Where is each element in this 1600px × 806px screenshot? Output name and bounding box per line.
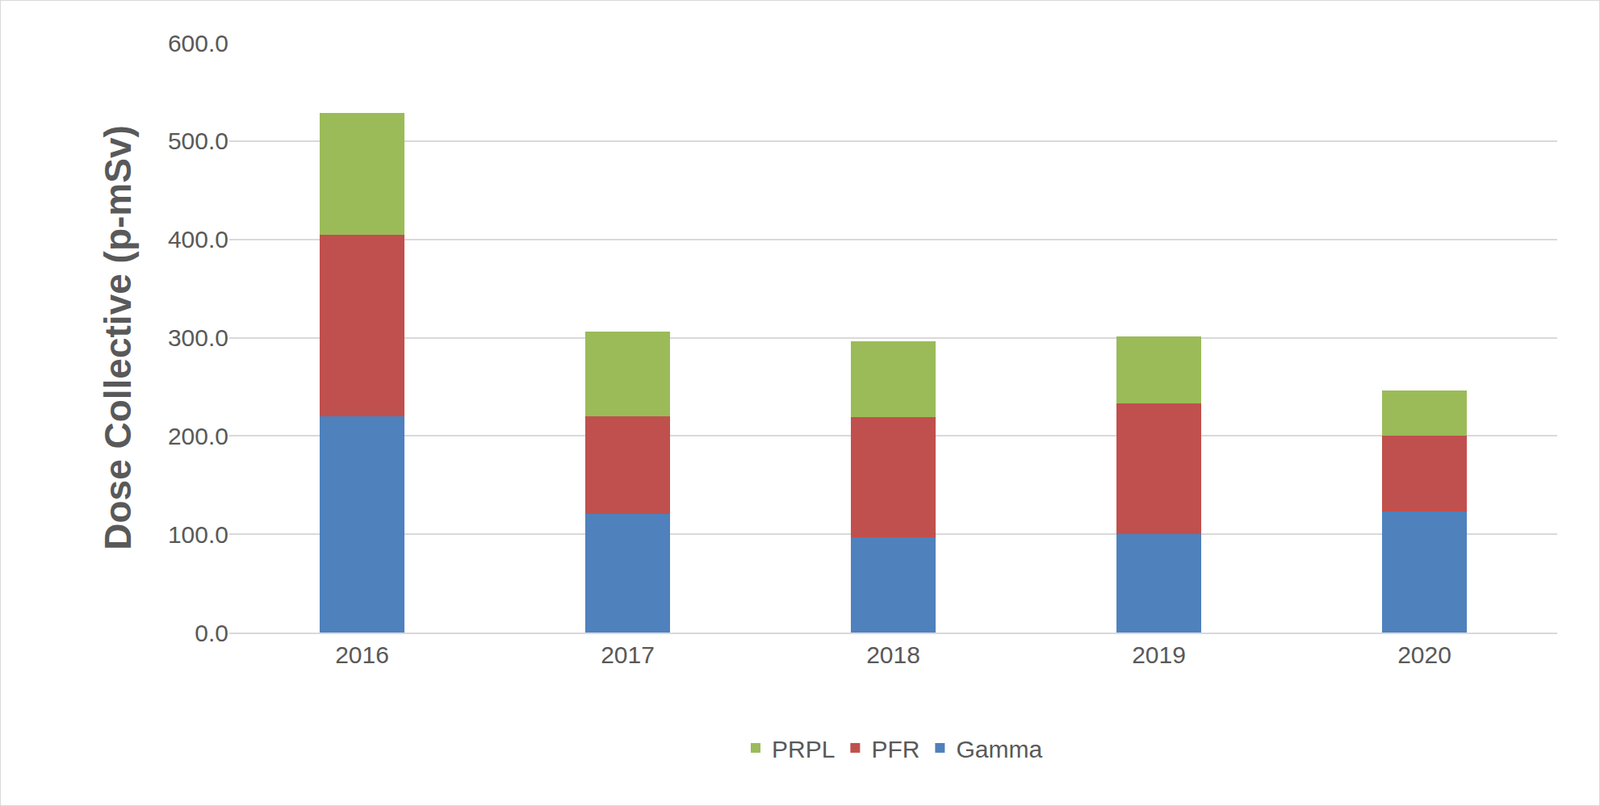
svg-text:2018: 2018 <box>866 641 921 669</box>
svg-text:PRPL: PRPL <box>771 736 835 763</box>
svg-text:Gamma: Gamma <box>955 736 1043 763</box>
svg-text:PFR: PFR <box>871 736 920 763</box>
svg-text:600.0: 600.0 <box>167 29 229 57</box>
svg-text:2019: 2019 <box>1131 641 1186 669</box>
svg-text:300.0: 300.0 <box>167 324 229 352</box>
svg-text:400.0: 400.0 <box>167 226 229 253</box>
svg-text:2017: 2017 <box>600 641 655 669</box>
svg-text:2020: 2020 <box>1397 641 1452 669</box>
svg-text:100.0: 100.0 <box>167 521 229 549</box>
svg-text:0.0: 0.0 <box>194 619 229 647</box>
svg-text:2016: 2016 <box>335 641 390 669</box>
svg-text:Dose Collective (p-mSv): Dose Collective (p-mSv) <box>96 125 139 551</box>
svg-text:500.0: 500.0 <box>167 127 229 155</box>
svg-text:200.0: 200.0 <box>167 423 229 450</box>
